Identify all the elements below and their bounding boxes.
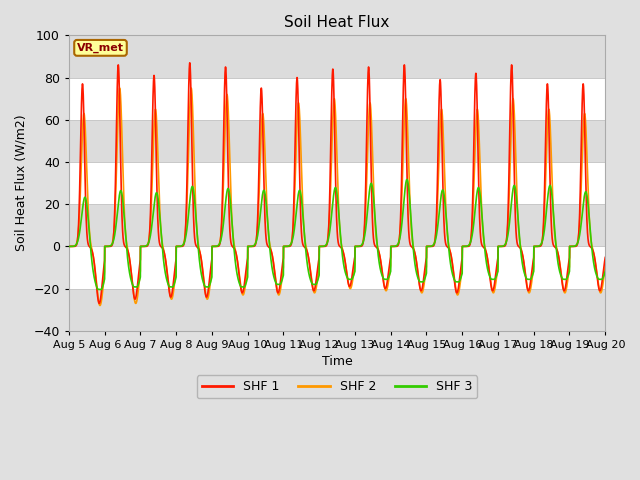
Bar xyxy=(69,288,605,331)
X-axis label: Time: Time xyxy=(322,355,353,369)
Title: Soil Heat Flux: Soil Heat Flux xyxy=(284,15,390,30)
Legend: SHF 1, SHF 2, SHF 3: SHF 1, SHF 2, SHF 3 xyxy=(197,375,477,398)
Bar xyxy=(69,120,605,162)
Bar xyxy=(69,36,605,78)
Text: VR_met: VR_met xyxy=(77,43,124,53)
Bar xyxy=(69,204,605,246)
Y-axis label: Soil Heat Flux (W/m2): Soil Heat Flux (W/m2) xyxy=(15,115,28,252)
